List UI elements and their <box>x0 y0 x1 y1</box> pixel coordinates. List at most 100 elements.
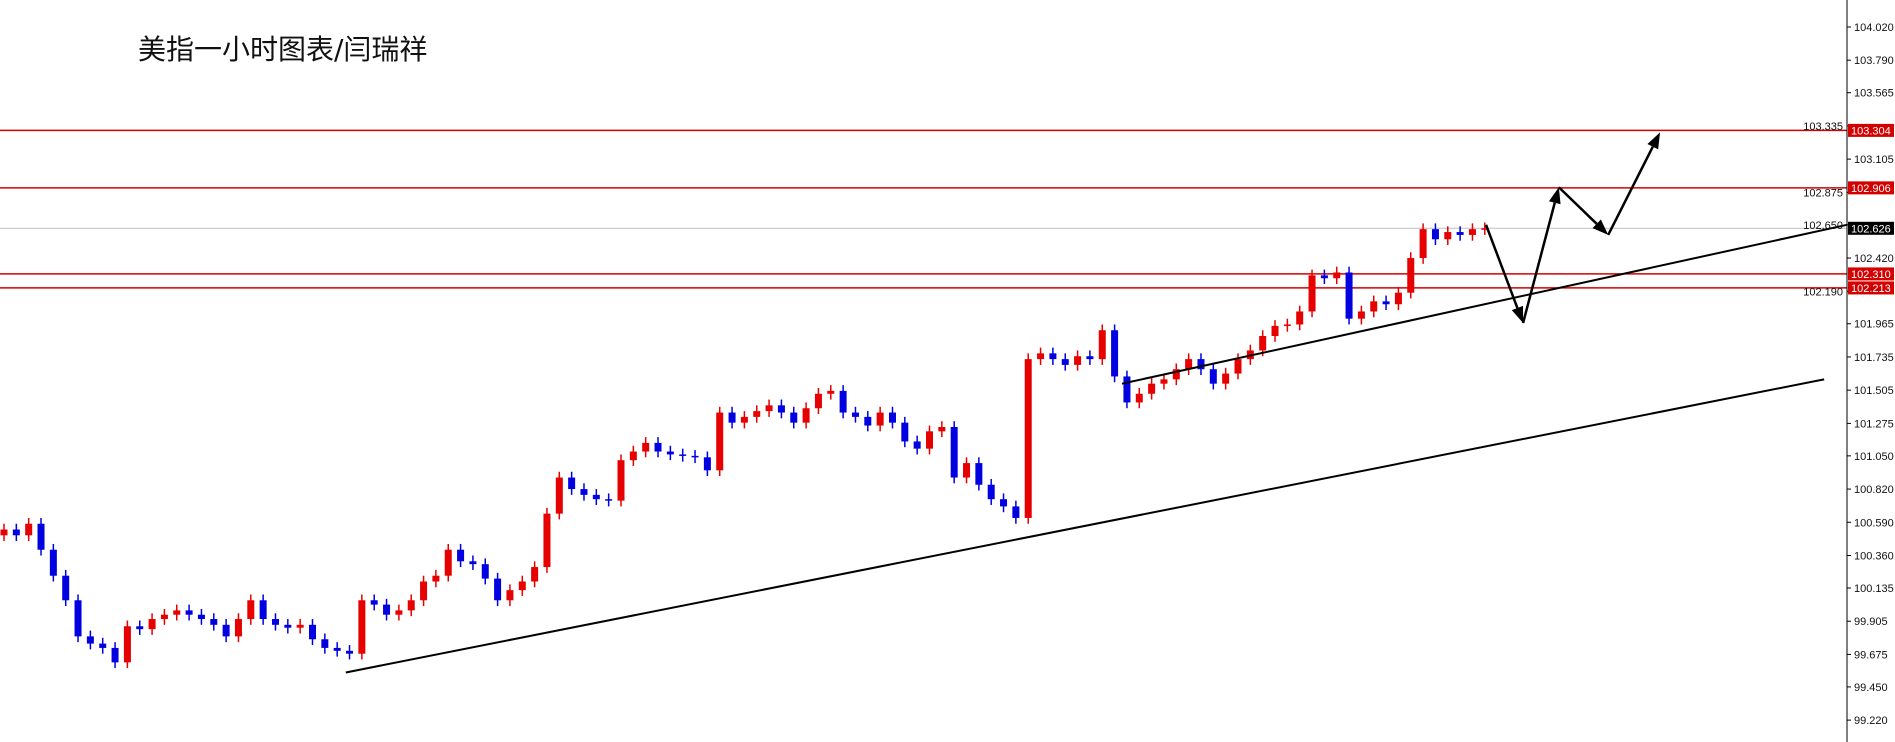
candle <box>827 385 835 400</box>
candle <box>444 543 452 582</box>
candle <box>1357 305 1365 325</box>
y-tick-label: 99.905 <box>1854 616 1888 628</box>
candle <box>25 517 33 542</box>
candle-body <box>432 575 440 582</box>
candle-body <box>679 454 687 456</box>
candle <box>1320 269 1328 285</box>
y-tick-label: 101.275 <box>1854 418 1894 430</box>
candle <box>469 555 477 570</box>
candle <box>432 569 440 588</box>
candle <box>555 471 563 520</box>
candle-body <box>494 578 502 601</box>
candle <box>851 406 859 423</box>
candle-body <box>851 412 859 417</box>
candle <box>1172 363 1180 386</box>
candle-body <box>284 624 292 628</box>
candle <box>383 598 391 621</box>
candle <box>407 594 415 617</box>
candle-body <box>1419 229 1427 259</box>
candle-body <box>814 393 822 409</box>
candle <box>481 558 489 585</box>
candle-body <box>296 624 304 628</box>
y-tick-label: 100.590 <box>1854 517 1894 529</box>
candle-body <box>234 619 242 637</box>
candle <box>728 406 736 429</box>
candle-body <box>1320 275 1328 279</box>
candle-body <box>1308 275 1316 312</box>
y-tick-label: 100.360 <box>1854 551 1894 563</box>
candle-body <box>1456 232 1464 235</box>
candle <box>1431 223 1439 246</box>
candle <box>1283 318 1291 332</box>
candle-body <box>950 426 958 478</box>
candle-body <box>827 390 835 394</box>
candle-body <box>1074 356 1082 365</box>
candle <box>703 451 711 477</box>
y-tick-label: 99.450 <box>1854 682 1888 694</box>
candle <box>1308 269 1316 318</box>
y-tick-label: 100.135 <box>1854 583 1894 595</box>
candle <box>1086 350 1094 365</box>
candle-body <box>309 624 316 640</box>
candle <box>938 421 946 438</box>
trendline <box>345 378 1825 674</box>
candle-body <box>926 431 933 449</box>
candle <box>629 445 637 466</box>
candle-body <box>222 624 230 637</box>
candle-body <box>518 581 526 591</box>
candle <box>346 645 354 660</box>
candle-body <box>1259 336 1267 351</box>
candle <box>1148 377 1156 400</box>
candle-body <box>740 416 748 423</box>
y-tick-label: 101.965 <box>1854 319 1894 331</box>
level-price-label: 102.310 <box>1851 269 1891 281</box>
y-tick-label: 100.820 <box>1854 484 1894 496</box>
candle <box>876 406 884 432</box>
candle-body <box>185 610 193 615</box>
candle <box>666 445 674 461</box>
candle-body <box>1370 301 1378 312</box>
candle <box>888 406 896 429</box>
candle-body <box>1407 258 1415 293</box>
candle-body <box>963 463 971 478</box>
candle <box>222 619 230 643</box>
candle-body <box>358 600 366 654</box>
candle-body <box>716 412 724 471</box>
candle-body <box>580 489 588 495</box>
candle <box>1333 266 1341 285</box>
candle-body <box>197 614 205 620</box>
candle <box>271 613 279 631</box>
candle <box>321 633 329 654</box>
candle-body <box>1234 359 1242 374</box>
candle <box>790 406 798 429</box>
candle-body <box>333 647 341 651</box>
candle-body <box>765 405 773 412</box>
candle <box>506 584 514 607</box>
candle-body <box>753 411 761 417</box>
candle <box>234 613 242 643</box>
candle <box>111 642 119 669</box>
level-price-label: 103.304 <box>1851 125 1891 137</box>
candle-body <box>346 650 354 654</box>
candle <box>1382 295 1390 311</box>
candle <box>901 416 909 448</box>
candle-body <box>1135 393 1143 403</box>
candle <box>160 608 168 625</box>
candle-body <box>629 451 637 461</box>
candle <box>1111 324 1119 383</box>
level-price-badge <box>1848 181 1894 195</box>
candle <box>1296 305 1304 331</box>
candle <box>543 507 551 573</box>
arrow-head-icon <box>1647 132 1661 150</box>
candle-body <box>691 455 699 458</box>
candle-body <box>457 549 465 562</box>
candle-body <box>938 426 946 432</box>
y-tick-label: 102.875 <box>1803 187 1843 199</box>
candle <box>1024 353 1032 524</box>
y-tick-label: 102.650 <box>1803 220 1843 232</box>
candle-body <box>901 422 909 442</box>
candle-body <box>790 412 798 423</box>
candle-body <box>987 484 995 500</box>
candle <box>1419 223 1427 264</box>
